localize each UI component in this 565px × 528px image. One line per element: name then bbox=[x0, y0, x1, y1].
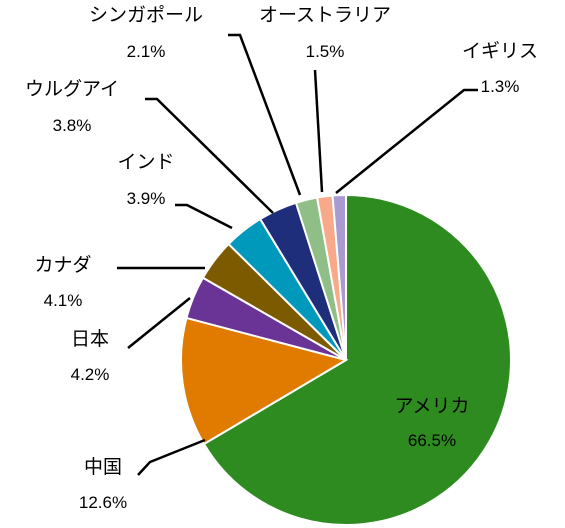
slice-label-value: 66.5% bbox=[408, 431, 456, 450]
pie-slices bbox=[180, 193, 512, 526]
slice-label-value: 3.8% bbox=[53, 116, 92, 135]
leader-line bbox=[175, 203, 233, 230]
slice-label-name: イギリス bbox=[462, 40, 538, 62]
leader-line bbox=[335, 88, 478, 194]
slice-label-value: 1.3% bbox=[481, 77, 520, 96]
leader-line bbox=[228, 33, 302, 196]
slice-label-name: 日本 bbox=[71, 328, 109, 350]
pie-slice bbox=[331, 193, 347, 361]
slice-label-value: 1.5% bbox=[306, 42, 345, 61]
slice-label-name: インド bbox=[117, 152, 174, 173]
leader-line bbox=[137, 438, 206, 476]
leader-lines bbox=[117, 33, 478, 476]
slice-label-name: シンガポール bbox=[89, 4, 203, 26]
slice-label-name: ウルグアイ bbox=[25, 78, 119, 100]
slice-labels: アメリカ 66.5% 中国 12.6% 日本 4.2% カナダ 4.1% インド 3.9% ウルグア… bbox=[25, 4, 538, 512]
slice-label-value: 2.1% bbox=[127, 42, 166, 61]
slice-label-value: 12.6% bbox=[79, 493, 127, 512]
leader-line bbox=[127, 297, 191, 349]
leader-line bbox=[313, 69, 324, 193]
slice-label-value: 3.9% bbox=[127, 189, 166, 208]
slice-label-name: アメリカ bbox=[394, 396, 469, 417]
slice-label-value: 4.1% bbox=[44, 291, 83, 310]
slice-label-name: オーストラリア bbox=[259, 5, 391, 26]
pie-slice bbox=[202, 193, 512, 526]
slice-label-name: カナダ bbox=[34, 254, 91, 276]
slice-label-value: 4.2% bbox=[71, 365, 110, 384]
slice-label-name: 中国 bbox=[84, 456, 122, 478]
leader-line bbox=[145, 97, 274, 214]
